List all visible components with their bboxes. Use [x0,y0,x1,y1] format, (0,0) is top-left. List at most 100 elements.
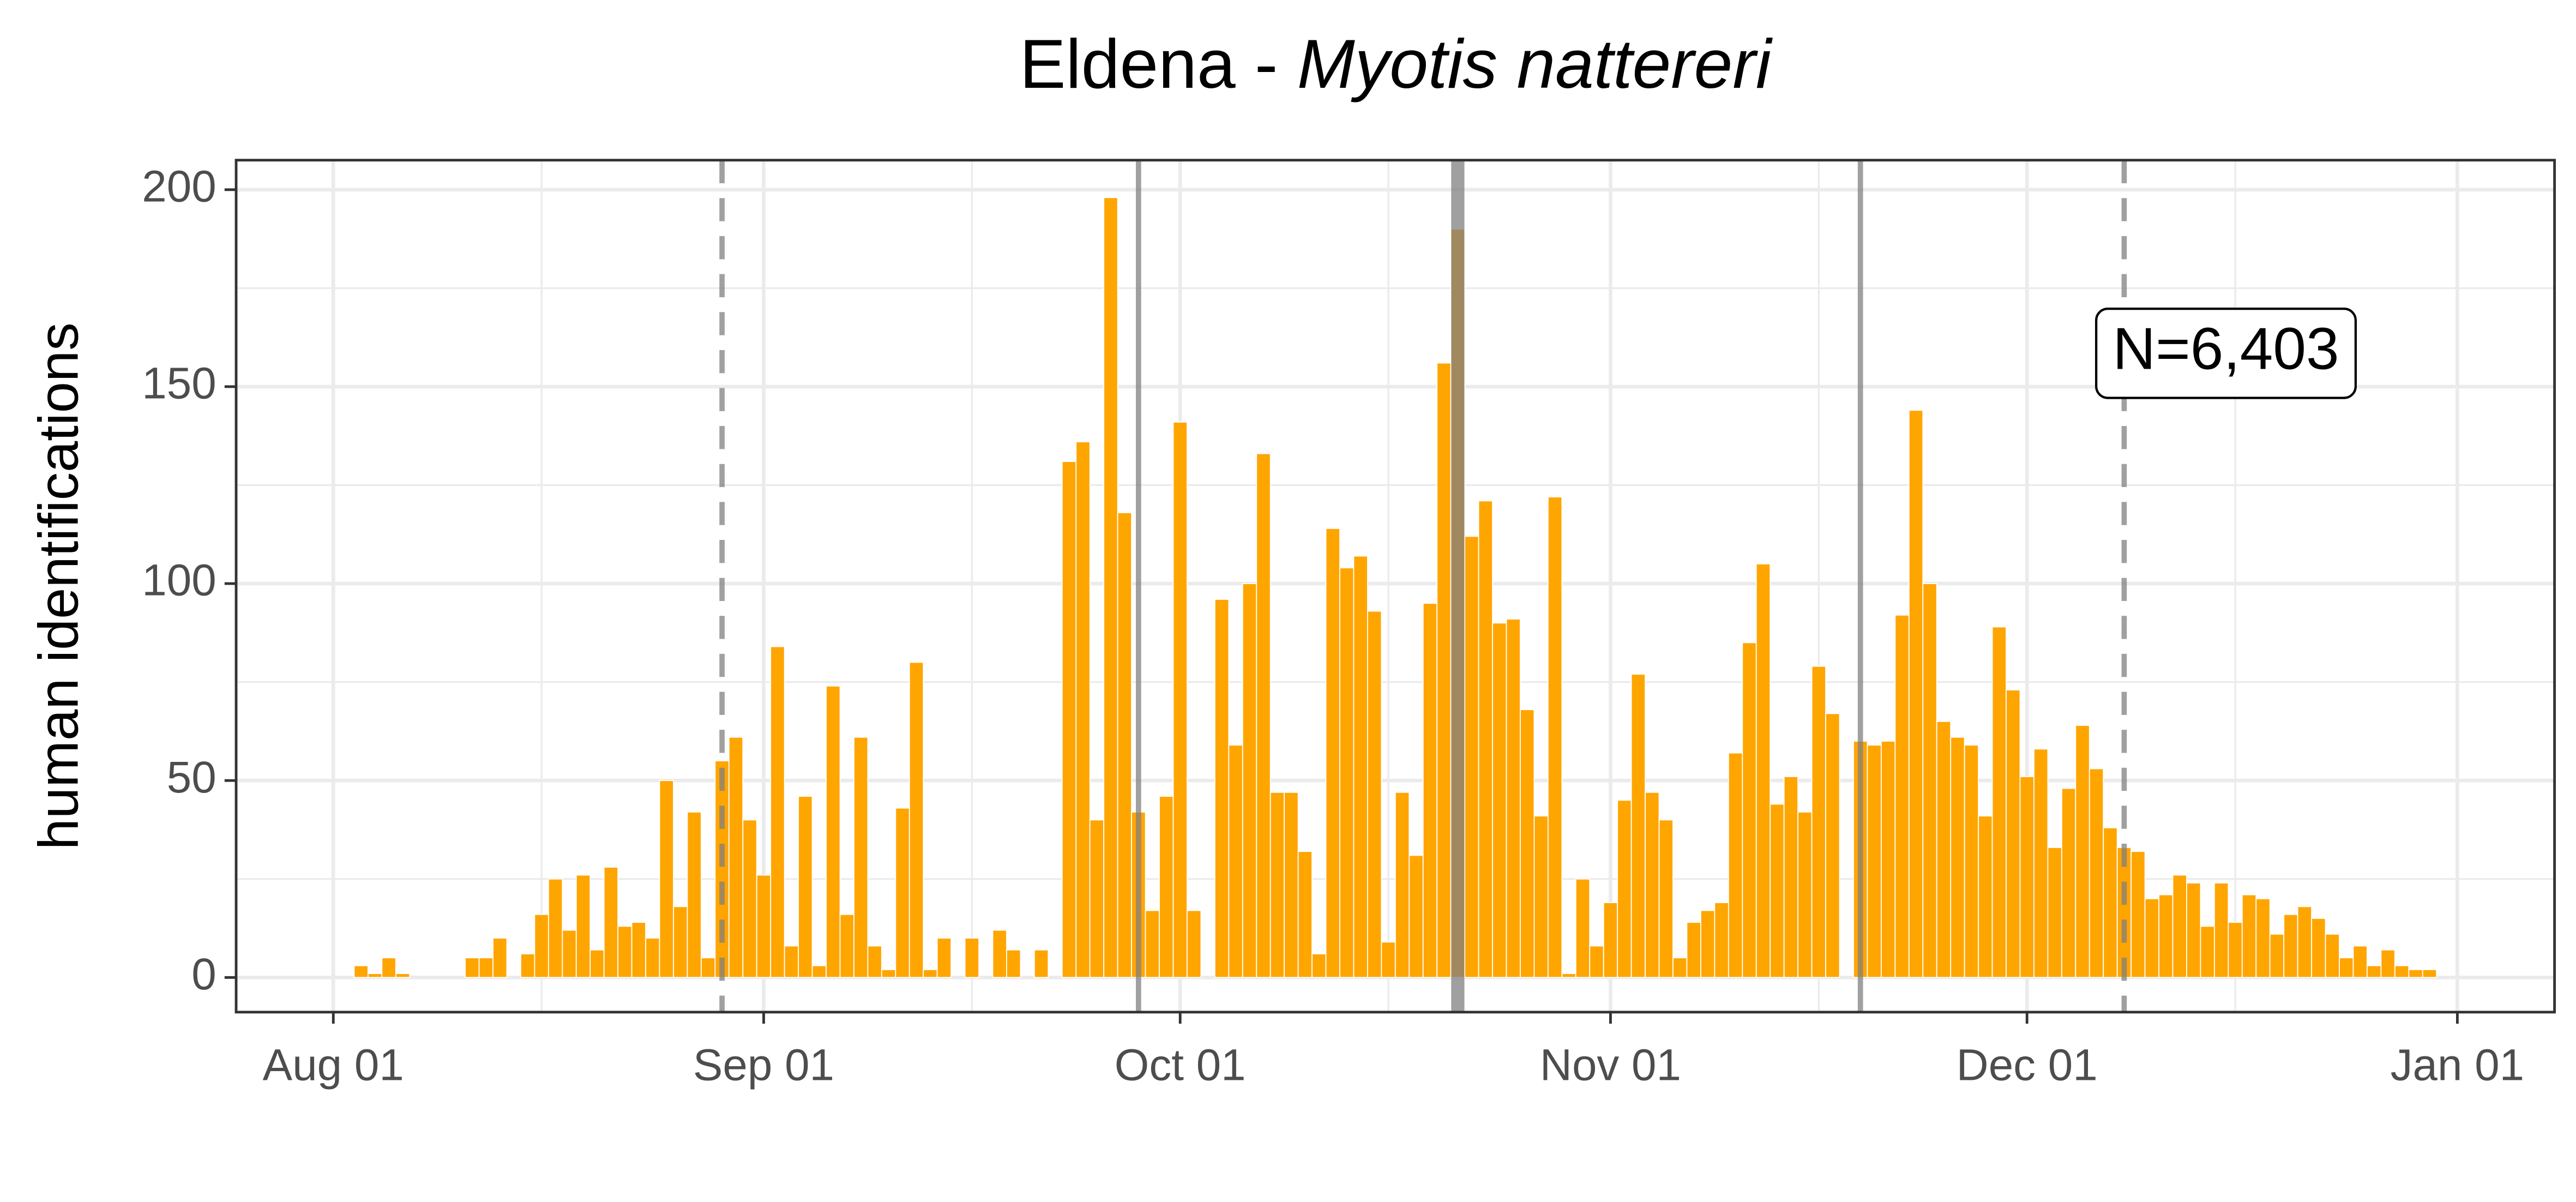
bar [1214,599,1230,978]
bar [1089,819,1105,978]
bar [1755,563,1771,978]
bar [2269,933,2285,978]
bar [1187,910,1202,978]
bar [1367,610,1382,978]
bar [1436,362,1452,978]
bar [1617,800,1632,978]
bar [617,925,633,978]
y-tick-label: 50 [167,753,216,802]
bar [992,929,1007,978]
bar [867,945,882,978]
y-tick-label: 150 [142,359,216,408]
bar [1284,791,1299,978]
bar [1464,536,1479,978]
bar [2325,933,2340,978]
bar [2158,894,2174,978]
bar [603,867,619,978]
bar [826,685,841,978]
bar [1269,791,1285,978]
chart-title: Eldena - Myotis nattereri [1020,25,1773,103]
panel-border [234,159,2556,1014]
bar [1575,878,1591,978]
bar [784,945,799,978]
bar [2339,957,2354,978]
bar [1353,555,1368,978]
bar [1533,815,1549,978]
title-part: Myotis nattereri [1297,25,1773,103]
bar [1770,803,1785,978]
bar [478,957,493,978]
y-tick-label: 0 [191,949,216,999]
bar [2130,851,2146,978]
bar [1117,512,1133,978]
x-tick-label: Sep 01 [693,1040,834,1090]
bar [562,929,577,978]
bar [1492,622,1507,978]
annotation: N=6,403 [2095,308,2357,399]
bar [1811,665,1826,978]
bar [728,736,744,978]
bar [547,878,563,978]
bar [1520,709,1535,978]
bar [2186,882,2201,978]
bar [1672,957,1688,978]
bar [1991,626,2007,978]
bar [520,953,535,978]
y-tick-label: 100 [142,556,216,605]
bar [908,662,924,978]
bar [964,937,979,978]
bar [2297,906,2313,978]
bar [1630,674,1646,978]
x-tick-label: Dec 01 [1957,1040,2098,1090]
bar [1145,910,1160,978]
bar [1700,910,1716,978]
bar [1159,796,1174,978]
bar [1894,614,1910,978]
bar [1478,500,1493,978]
bar [1686,922,1701,978]
bar [853,736,869,978]
bar [1922,583,1937,978]
bar [2380,949,2396,978]
bar [1075,441,1091,978]
bar [2367,965,2382,978]
bar [673,906,688,978]
bar [2006,689,2021,978]
bar [742,819,757,978]
bar [2047,847,2062,978]
bar [1061,461,1077,978]
bar [1006,949,1021,978]
bar [1714,902,1729,978]
y-tick-label: 200 [142,161,216,211]
bar [2144,898,2159,978]
bar [1297,851,1313,978]
annotation-text: N=6,403 [2112,316,2339,382]
bar [1394,791,1410,978]
bar [575,874,591,978]
bar [923,969,938,978]
bar [2033,748,2049,978]
bar [2241,894,2257,978]
bar [1256,453,1271,978]
bar [1728,752,1743,978]
bar [895,807,910,978]
bar [1381,941,1396,978]
bar [1867,744,1882,978]
bar [1658,819,1674,978]
bar [1880,741,1896,978]
bar [2213,882,2229,978]
bar [2255,898,2271,978]
bar [1172,422,1188,978]
bar [2394,965,2410,978]
bar [1422,603,1438,978]
bar [700,957,716,978]
bar [839,913,854,978]
bar [1742,642,1757,978]
bar [1033,949,1049,978]
bar [631,922,646,978]
bar [2200,925,2215,978]
bar [881,969,896,978]
bar [589,949,605,978]
bar [2311,918,2326,978]
bar [1797,812,1813,978]
